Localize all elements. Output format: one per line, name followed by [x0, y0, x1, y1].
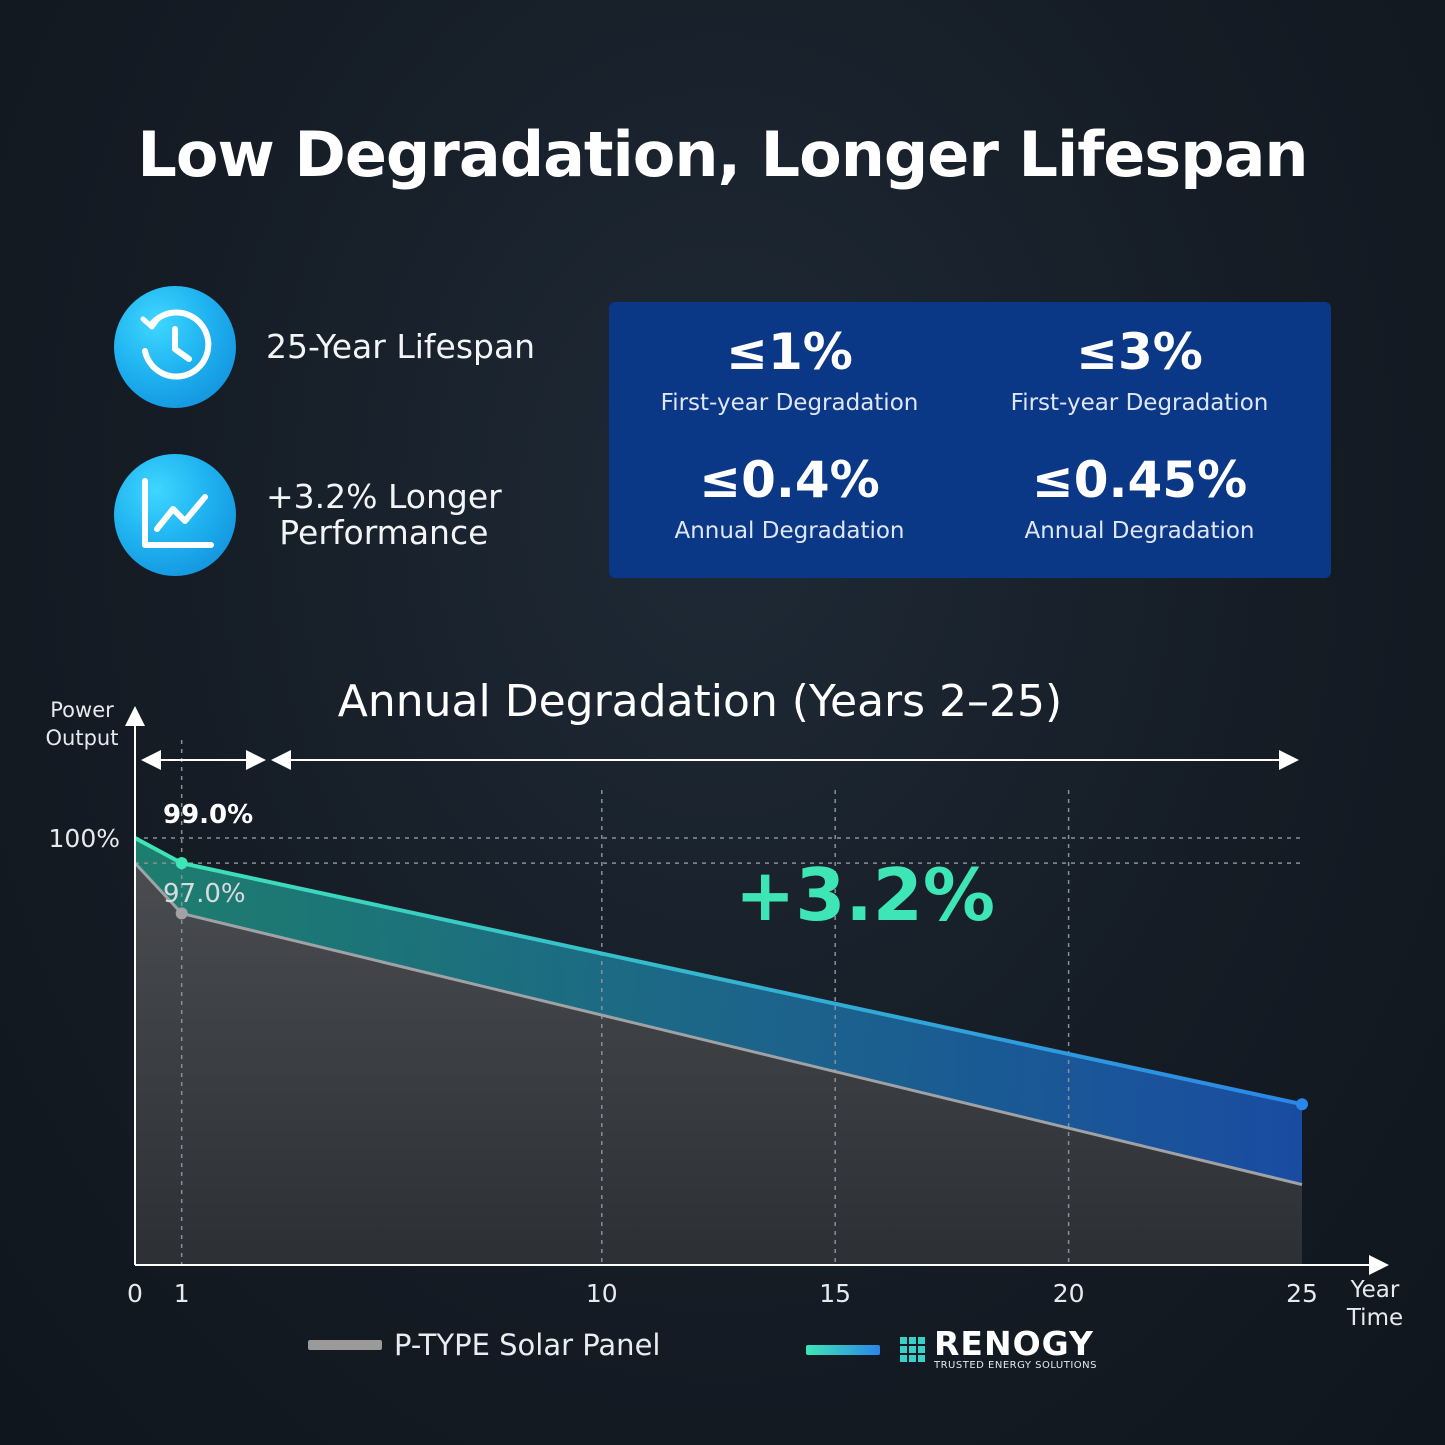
feature-lifespan-text: 25-Year Lifespan — [266, 327, 536, 366]
renogy-logo-icon — [900, 1336, 925, 1362]
feature-performance-line1: +3.2% Longer — [266, 477, 502, 516]
x-tick-label-15: 15 — [819, 1279, 851, 1308]
stat-first-year-ptype: ≤3% First-year Degradation — [959, 324, 1320, 416]
stat-label: First-year Degradation — [660, 390, 919, 416]
x-tick-label-1: 1 — [174, 1279, 190, 1308]
line-chart-icon — [114, 454, 236, 576]
y-axis-label-line1: Power — [50, 698, 114, 722]
brand-name: RENOGY — [934, 1324, 1094, 1363]
difference-label: +3.2% — [735, 853, 995, 937]
stat-annual-renogy: ≤0.4% Annual Degradation — [609, 452, 970, 544]
x-tick-label-25: 25 — [1286, 1279, 1318, 1308]
stat-first-year-renogy: ≤1% First-year Degradation — [609, 324, 970, 416]
stat-value: ≤3% — [1076, 323, 1203, 381]
y-tick-label-100: 100% — [49, 824, 120, 853]
x-tick-label-20: 20 — [1053, 1279, 1085, 1308]
stat-label: First-year Degradation — [1010, 390, 1269, 416]
renogy-point-year1 — [175, 857, 188, 870]
renogy-logo: RENOGY TRUSTED ENERGY SOLUTIONS — [898, 1324, 1098, 1371]
brand-tagline: TRUSTED ENERGY SOLUTIONS — [934, 1360, 1098, 1371]
legend-renogy-swatch — [806, 1344, 880, 1355]
clock-icon — [114, 286, 236, 408]
stat-value: ≤1% — [726, 323, 853, 381]
gain-area — [135, 838, 1302, 1185]
page-title: Low Degradation, Longer Lifespan — [137, 118, 1308, 191]
y-axis-label-line2: Output — [46, 726, 119, 750]
legend-renogy: RENOGY TRUSTED ENERGY SOLUTIONS — [806, 1324, 1098, 1371]
x-axis-label-line1: Year — [1350, 1277, 1400, 1303]
degradation-stats-panel: ≤1% First-year Degradation ≤3% First-yea… — [609, 302, 1331, 578]
feature-performance-text: +3.2% Longer Performance — [266, 479, 502, 551]
feature-performance: +3.2% Longer Performance — [114, 454, 502, 576]
renogy-point-year25 — [1296, 1098, 1308, 1111]
stat-annual-ptype: ≤0.45% Annual Degradation — [959, 452, 1320, 544]
stat-label: Annual Degradation — [674, 518, 905, 544]
legend-ptype-label: P-TYPE Solar Panel — [394, 1328, 661, 1362]
feature-performance-line2: Performance — [279, 513, 489, 552]
legend-ptype: P-TYPE Solar Panel — [308, 1328, 660, 1362]
x-tick-label-10: 10 — [586, 1279, 618, 1308]
ptype-point-year1 — [175, 907, 188, 920]
x-axis-label-line2: Time — [1346, 1305, 1403, 1331]
feature-lifespan: 25-Year Lifespan — [114, 286, 535, 408]
chart-title: Annual Degradation (Years 2–25) — [337, 676, 1063, 727]
legend-ptype-swatch — [308, 1340, 382, 1350]
stat-label: Annual Degradation — [1024, 518, 1255, 544]
x-tick-label-0: 0 — [127, 1279, 143, 1308]
ptype-area — [135, 863, 1302, 1265]
renogy-year1-label: 99.0% — [163, 800, 253, 830]
stat-value: ≤0.4% — [699, 451, 880, 509]
stat-value: ≤0.45% — [1031, 451, 1248, 509]
ptype-year1-label: 97.0% — [163, 879, 246, 909]
